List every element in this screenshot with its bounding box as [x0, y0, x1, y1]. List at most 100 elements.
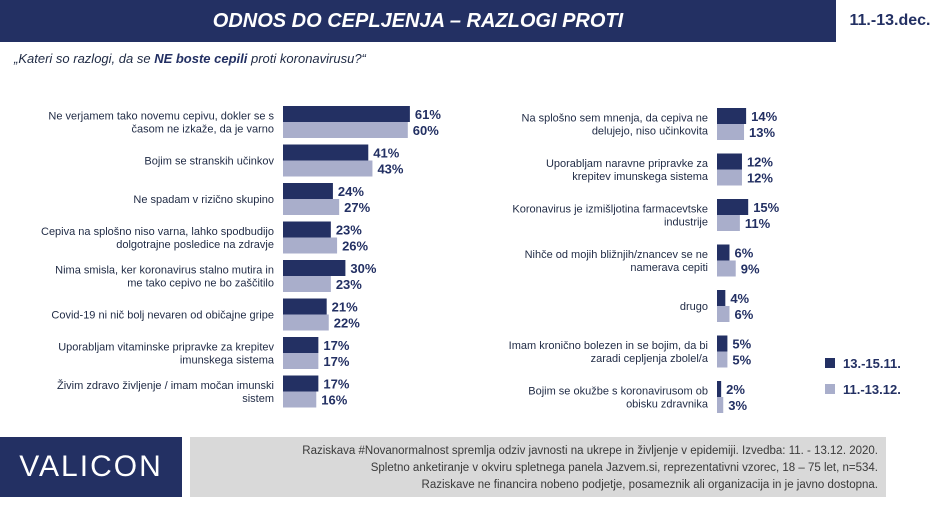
- data-label: 15%: [753, 200, 779, 215]
- data-label: 12%: [747, 171, 773, 186]
- category-label-line: Uporabljam naravne pripravke za: [546, 158, 709, 170]
- date-badge: 11.-13.dec.: [849, 12, 931, 29]
- category-label: Živim zdravo življenje / imam močan imun…: [57, 379, 274, 405]
- data-label: 9%: [741, 262, 760, 277]
- data-label: 30%: [350, 261, 376, 276]
- category-label-line: sistem: [242, 393, 274, 405]
- bar-series-1: [717, 153, 742, 170]
- bar-series-2: [283, 353, 319, 369]
- bar-series-2: [717, 169, 742, 186]
- data-label: 22%: [334, 316, 360, 331]
- category-label: Nihče od mojih bližnjih/znancev se ne nam…: [525, 249, 708, 274]
- footer-line-1: Raziskava #Novanormalnost spremlja odziv…: [302, 445, 878, 457]
- footer: VALICON Raziskava #Novanormalnost spreml…: [0, 437, 944, 507]
- valicon-logo: VALICON: [0, 437, 182, 497]
- category-label-line: Bojim se okužbe s koronavirusom ob: [528, 386, 708, 398]
- bar-series-2: [717, 124, 745, 140]
- bar-chart: Ne verjamem tako novemu cepivu, dokler s…: [41, 106, 780, 413]
- bar-series-2: [283, 276, 331, 292]
- bar-series-1: [283, 337, 319, 353]
- category-label: drugo: [680, 301, 708, 313]
- category-label-line: Koronavirus je izmišljotina farmacevtske: [512, 204, 708, 216]
- category-label-line: krepitev imunskega sistema: [572, 171, 709, 183]
- bar-series-1: [283, 106, 410, 122]
- bar-series-1: [283, 221, 331, 238]
- data-label: 5%: [732, 337, 751, 352]
- chart-title: ODNOS DO CEPLJENJA – RAZLOGI PROTI: [0, 0, 836, 42]
- category-label-line: dolgotrajne posledice na zdravje: [116, 239, 274, 251]
- data-label: 6%: [734, 246, 753, 261]
- legend-item-series-2: 11.-13.12.: [825, 376, 901, 402]
- data-label: 27%: [344, 200, 370, 215]
- bar-series-1: [283, 260, 346, 276]
- data-label: 23%: [336, 277, 362, 292]
- category-label-line: Živim zdravo življenje / imam močan imun…: [57, 379, 274, 392]
- category-label-line: Na splošno sem mnenja, da cepiva ne: [522, 113, 709, 125]
- legend-label-series-1: 13.-15.11.: [843, 355, 901, 371]
- legend-swatch-series-2: [825, 384, 835, 394]
- data-label: 16%: [321, 393, 347, 408]
- legend-swatch-series-1: [825, 358, 835, 368]
- data-label: 43%: [377, 162, 403, 177]
- data-label: 14%: [751, 109, 777, 124]
- category-label: Nima smisla, ker koronavirus stalno muti…: [55, 265, 274, 290]
- category-label-line: obisku zdravnika: [626, 399, 709, 411]
- survey-question: „Kateri so razlogi, da se NE boste cepil…: [14, 51, 366, 66]
- category-label-line: Nihče od mojih bližnjih/znancev se ne: [525, 249, 708, 261]
- bar-series-2: [717, 215, 740, 231]
- bar-series-1: [717, 199, 749, 215]
- data-label: 61%: [415, 107, 441, 122]
- bar-series-2: [717, 306, 730, 322]
- bar-series-2: [283, 122, 408, 138]
- bar-series-1: [717, 335, 728, 352]
- data-label: 17%: [323, 377, 349, 392]
- data-label: 17%: [323, 338, 349, 353]
- bar-series-1: [283, 298, 327, 315]
- data-label: 60%: [413, 123, 439, 138]
- category-label-line: Cepiva na splošno niso varna, lahko spod…: [41, 226, 274, 238]
- category-label: Bojim se okužbe s koronavirusom ob obisku…: [528, 386, 709, 411]
- bar-series-1: [717, 108, 747, 124]
- question-prefix: „Kateri so razlogi, da se: [14, 51, 155, 66]
- bar-series-2: [717, 351, 728, 368]
- data-label: 5%: [732, 353, 751, 368]
- category-label: Na splošno sem mnenja, da cepiva ne deluj…: [522, 113, 709, 138]
- data-label: 26%: [342, 239, 368, 254]
- data-label: 6%: [734, 307, 753, 322]
- data-label: 12%: [747, 155, 773, 170]
- data-label: 13%: [749, 125, 775, 140]
- data-label: 23%: [336, 223, 362, 238]
- data-label: 17%: [323, 354, 349, 369]
- legend-item-series-1: 13.-15.11.: [825, 350, 901, 376]
- bar-series-2: [717, 397, 724, 413]
- category-label-line: drugo: [680, 301, 708, 313]
- bar-series-1: [283, 144, 369, 161]
- category-label: Uporabljam vitaminske pripravke za krepi…: [58, 342, 275, 367]
- footer-line-3: Raziskave ne financira nobeno podjetje, …: [421, 479, 878, 491]
- bar-series-1: [717, 381, 722, 397]
- data-label: 41%: [373, 146, 399, 161]
- data-label: 4%: [730, 291, 749, 306]
- category-label-line: industrije: [664, 217, 708, 229]
- bar-series-1: [717, 290, 726, 306]
- bar-series-2: [283, 199, 340, 215]
- data-label: 2%: [726, 382, 745, 397]
- category-label: Cepiva na splošno niso varna, lahko spod…: [41, 226, 274, 251]
- bar-series-2: [283, 314, 329, 331]
- bar-series-1: [283, 375, 319, 392]
- bar-series-2: [283, 391, 317, 408]
- legend-label-series-2: 11.-13.12.: [843, 381, 901, 397]
- footer-note: Raziskava #Novanormalnost spremlja odziv…: [190, 437, 886, 497]
- chart-title-text: ODNOS DO CEPLJENJA – RAZLOGI PROTI: [212, 9, 624, 32]
- category-label-line: zaradi cepljenja zbolel/a: [591, 353, 709, 365]
- category-label-line: namerava cepiti: [630, 262, 708, 274]
- category-label-line: Bojim se stranskih učinkov: [144, 156, 274, 168]
- category-label-line: Covid-19 ni nič bolj nevaren od običajne…: [51, 310, 274, 322]
- category-label-line: delujejo, niso učinkovita: [592, 126, 709, 138]
- category-label-line: imunskega sistema: [180, 355, 275, 367]
- category-label-line: Nima smisla, ker koronavirus stalno muti…: [55, 265, 274, 277]
- bar-series-2: [283, 237, 338, 254]
- question-suffix: proti koronavirusu?“: [247, 51, 366, 66]
- bar-series-1: [283, 183, 333, 199]
- bar-series-2: [283, 160, 373, 177]
